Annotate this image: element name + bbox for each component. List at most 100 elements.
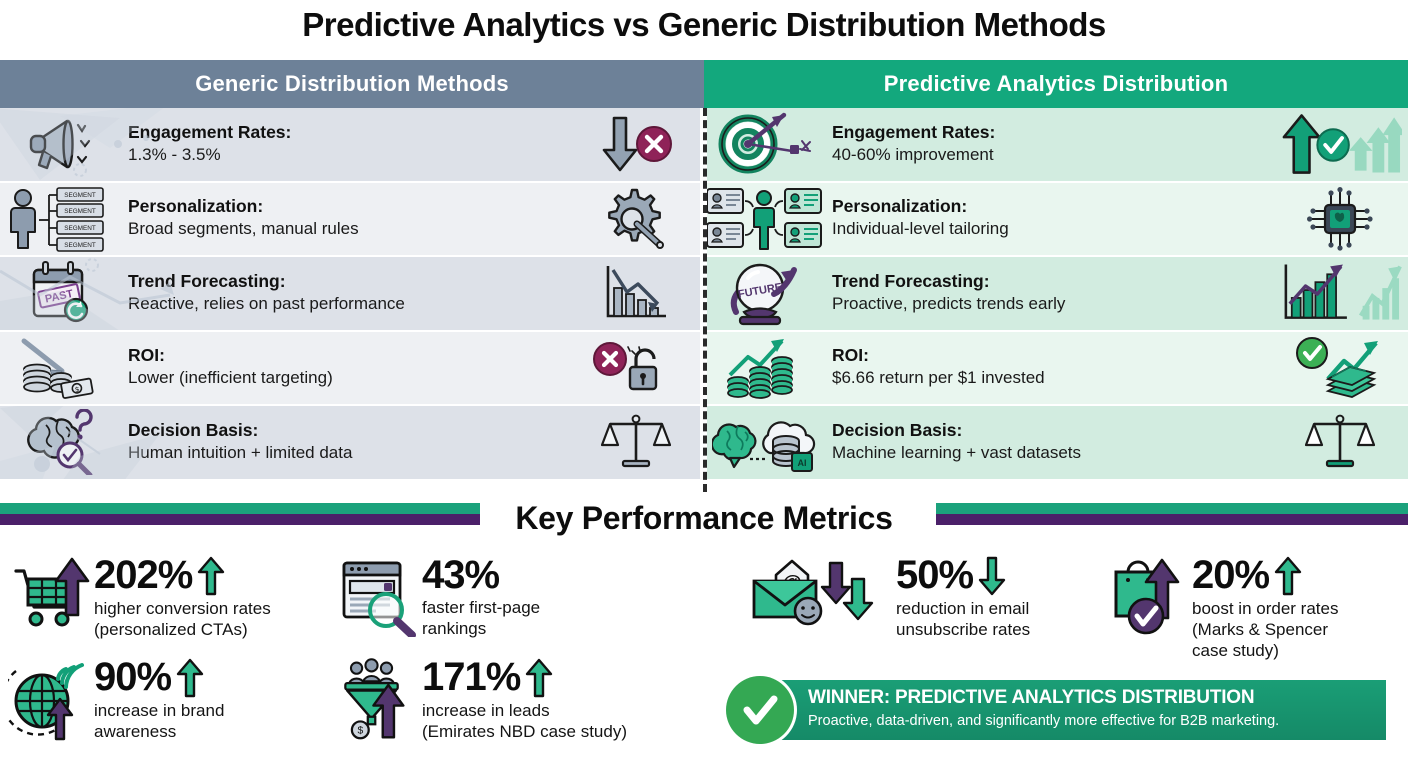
metric-number-row: 171% — [422, 657, 627, 698]
metric-body: 90% increase in brand awareness — [94, 656, 224, 743]
shopping-cart-up-arrow-icon — [8, 554, 94, 640]
svg-text:SEGMENT: SEGMENT — [64, 192, 96, 199]
row-value: Lower (inefficient targeting) — [128, 368, 333, 388]
declining-bar-chart-icon — [574, 257, 704, 330]
check-circle-icon — [726, 676, 794, 744]
table-row: $ ROI: Lower (inefficient targeting) — [0, 331, 704, 406]
page-title: Predictive Analytics vs Generic Distribu… — [302, 6, 1106, 43]
svg-text:$: $ — [75, 386, 80, 394]
row-label: Personalization: — [128, 196, 264, 217]
person-segments-icon: SEGMENT SEGMENT SEGMENT SEGMENT — [0, 183, 120, 256]
metric-number-row: 20% — [1192, 553, 1338, 598]
row-value: Human intuition + limited data — [128, 442, 353, 462]
row-value: Individual-level tailoring — [832, 219, 1009, 239]
row-text: Trend Forecasting: Proactive, predicts t… — [824, 271, 1278, 316]
shopping-bag-check-up-arrow-icon — [1106, 554, 1192, 640]
winner-banner-background — [766, 680, 1386, 740]
metric-number-row: 50% — [896, 553, 1030, 598]
column-divider-dashed — [703, 108, 707, 492]
metric-number-row: 90% — [94, 655, 224, 700]
metric-number-row: 43% — [422, 553, 540, 597]
row-label: ROI: — [128, 345, 165, 366]
svg-text:$: $ — [357, 726, 363, 737]
metric-conversion-rates: 202% higher conversion rates (personaliz… — [8, 554, 328, 641]
winner-banner: WINNER: PREDICTIVE ANALYTICS DISTRIBUTIO… — [726, 676, 1386, 744]
metric-number: 20% — [1192, 553, 1270, 598]
table-row: Decision Basis: Human intuition + limite… — [0, 406, 704, 481]
column-header-predictive: Predictive Analytics Distribution — [704, 60, 1408, 108]
row-text: Engagement Rates: 1.3% - 3.5% — [120, 122, 574, 167]
metric-description: faster first-page rankings — [422, 598, 541, 639]
row-text: Engagement Rates: 40-60% improvement — [824, 122, 1278, 167]
metric-description: boost in order rates (Marks & Spencer ca… — [1192, 599, 1339, 660]
row-value: Proactive, predicts trends early — [832, 293, 1066, 313]
row-value: Broad segments, manual rules — [128, 219, 359, 239]
divider-bar-purple — [936, 514, 1408, 525]
row-label: Trend Forecasting: — [832, 270, 990, 291]
table-row: AI Decision Basis: Machine learning + va… — [704, 406, 1408, 481]
column-predictive-analytics: Predictive Analytics Distribution — [704, 60, 1408, 492]
megaphone-icon — [0, 108, 120, 181]
ai-chip-icon — [1278, 183, 1408, 256]
lead-funnel-up-arrow-icon: $ — [336, 656, 422, 742]
winner-subtext: Proactive, data-driven, and significantl… — [808, 712, 1280, 729]
row-text: Decision Basis: Human intuition + limite… — [120, 420, 574, 465]
svg-text:AI: AI — [798, 458, 807, 468]
divider-bar-right — [936, 503, 1408, 525]
metric-description: increase in brand awareness — [94, 701, 225, 741]
svg-text:SEGMENT: SEGMENT — [64, 225, 96, 232]
winner-text: WINNER: PREDICTIVE ANALYTICS DISTRIBUTIO… — [808, 687, 1378, 731]
coins-up-arrow-icon — [704, 332, 824, 405]
divider-bar-teal — [0, 503, 480, 514]
brain-cloud-database-icon: AI — [704, 406, 824, 479]
row-label: Engagement Rates: — [832, 121, 996, 142]
globe-signal-up-arrow-icon — [8, 656, 94, 742]
row-label: Engagement Rates: — [128, 121, 292, 142]
x-badge-unlocked-padlock-icon — [574, 332, 704, 405]
metric-description: increase in leads (Emirates NBD case stu… — [422, 701, 627, 741]
check-badge-money-icon — [1278, 332, 1408, 405]
metric-order-rates: 20% boost in order rates (Marks & Spence… — [1106, 554, 1406, 662]
crystal-ball-future-icon: FUTURE — [704, 257, 824, 330]
metric-body: 202% higher conversion rates (personaliz… — [94, 554, 271, 641]
metric-description: higher conversion rates (personalized CT… — [94, 599, 271, 639]
metric-body: 171% increase in leads (Emirates NBD cas… — [422, 656, 627, 743]
email-envelope-down-arrows-icon: @ — [746, 554, 896, 640]
up-arrow-icon — [526, 658, 553, 698]
metric-body: 50% reduction in email unsubscribe rates — [896, 554, 1030, 641]
metric-first-page-rankings: 43% faster first-page rankings — [336, 554, 636, 640]
divider-bar-left — [0, 503, 480, 525]
row-label: Decision Basis: — [128, 419, 259, 440]
kpm-header: Key Performance Metrics — [0, 492, 1408, 544]
row-value: 1.3% - 3.5% — [128, 144, 221, 164]
metric-number: 202% — [94, 553, 193, 598]
column-header-generic: Generic Distribution Methods — [0, 60, 704, 108]
metric-number: 43% — [422, 553, 500, 597]
table-row: Engagement Rates: 1.3% - 3.5% — [0, 108, 704, 183]
row-label: Trend Forecasting: — [128, 270, 286, 291]
brain-question-magnifier-icon — [0, 406, 120, 479]
coins-down-arrow-icon: $ — [0, 332, 120, 405]
metric-brand-awareness: 90% increase in brand awareness — [8, 656, 328, 743]
metric-number: 50% — [896, 553, 974, 598]
svg-text:SEGMENT: SEGMENT — [64, 208, 96, 215]
table-row: ROI: $6.66 return per $1 invested — [704, 331, 1408, 406]
generic-rows: Engagement Rates: 1.3% - 3.5% — [0, 108, 704, 492]
row-label: Decision Basis: — [832, 419, 963, 440]
down-arrow-icon — [978, 556, 1006, 596]
metric-number: 90% — [94, 655, 172, 700]
winner-heading: WINNER: PREDICTIVE ANALYTICS DISTRIBUTIO… — [808, 687, 1255, 708]
up-arrow-icon — [1274, 556, 1302, 596]
table-row: PAST Trend Forecasting: Reactive, relies… — [0, 257, 704, 332]
svg-text:SEGMENT: SEGMENT — [64, 242, 96, 249]
metric-description: reduction in email unsubscribe rates — [896, 599, 1031, 639]
metric-leads-increase: $ 171% increase in leads (Emirates NBD c… — [336, 656, 716, 743]
up-arrow-with-check-badge-icon — [1278, 108, 1408, 181]
table-row: Personalization: Individual-level tailor… — [704, 182, 1408, 257]
row-value: $6.66 return per $1 invested — [832, 368, 1045, 388]
past-calendar-icon: PAST — [0, 257, 120, 330]
row-text: Personalization: Broad segments, manual … — [120, 196, 574, 241]
row-value: Machine learning + vast datasets — [832, 442, 1082, 462]
row-text: Trend Forecasting: Reactive, relies on p… — [120, 271, 574, 316]
